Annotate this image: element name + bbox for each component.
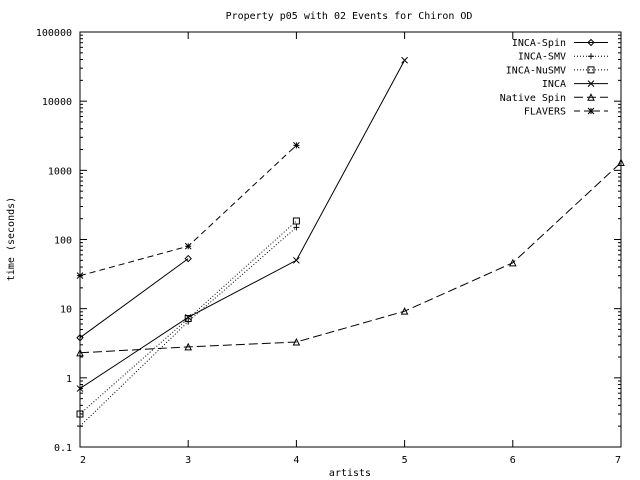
series-native-spin xyxy=(76,158,625,357)
x-tick-label: 2 xyxy=(80,455,86,466)
series-line-inca-spin xyxy=(79,258,189,339)
data-point-inca-nusmv xyxy=(292,217,300,225)
legend-label: INCA-SMV xyxy=(518,52,566,63)
series-inca xyxy=(76,56,408,392)
y-tick-label: 1000 xyxy=(48,166,72,177)
series-line-inca-nusmv xyxy=(79,220,297,415)
data-point-native-spin xyxy=(184,342,193,351)
y-tick-label: 0.1 xyxy=(54,443,72,454)
legend-marker-inca-spin xyxy=(587,38,595,47)
legend-entry-native-spin: Native Spin xyxy=(500,93,608,104)
data-point-flavers xyxy=(293,141,300,149)
data-point-inca-spin xyxy=(76,334,84,342)
legend: INCA-Spin INCA-SMV INCA-NuSMV INCA Native Sp… xyxy=(500,38,608,118)
chart-title: Property p05 with 02 Events for Chiron O… xyxy=(226,11,473,22)
legend-entry-flavers: FLAVERS xyxy=(524,107,608,118)
series-line-inca-smv xyxy=(79,226,297,427)
axis-ticks: 0.1 1 10 100 1000 10000 100000 2 3 4 5 6 7 xyxy=(36,28,622,466)
data-point-native-spin xyxy=(400,307,409,315)
y-axis-label: time (seconds) xyxy=(6,197,17,281)
y-tick-label: 10 xyxy=(60,305,72,316)
data-point-inca xyxy=(184,313,192,321)
legend-entry-inca-smv: INCA-SMV xyxy=(518,52,608,63)
series-line-native-spin xyxy=(79,162,622,354)
data-point-inca xyxy=(401,56,408,64)
x-axis-label: artists xyxy=(329,468,371,479)
data-point-inca-nusmv xyxy=(76,410,84,418)
x-tick-label: 3 xyxy=(185,455,191,466)
legend-marker-inca-smv xyxy=(588,53,594,60)
x-tick-label: 4 xyxy=(293,455,299,466)
legend-marker-native-spin xyxy=(587,93,595,101)
legend-label: INCA xyxy=(542,79,566,90)
y-tick-label: 10000 xyxy=(42,97,72,108)
data-point-inca-spin xyxy=(184,254,192,263)
x-tick-label: 5 xyxy=(402,455,408,466)
data-point-inca xyxy=(293,256,300,264)
data-point-native-spin xyxy=(292,337,301,346)
data-point-native-spin xyxy=(508,258,517,267)
legend-marker-inca-nusmv xyxy=(587,66,595,74)
legend-entry-inca: INCA xyxy=(542,79,608,90)
series-inca-spin xyxy=(76,254,192,342)
x-tick-label: 7 xyxy=(615,455,621,466)
data-point-inca-smv xyxy=(293,224,300,231)
legend-label: FLAVERS xyxy=(524,107,566,118)
legend-marker-flavers xyxy=(587,107,595,115)
series-line-inca xyxy=(79,60,406,389)
y-tick-label: 1 xyxy=(66,374,72,385)
legend-label: Native Spin xyxy=(500,93,566,104)
data-point-flavers xyxy=(76,272,84,280)
x-tick-label: 6 xyxy=(510,455,516,466)
legend-entry-inca-nusmv: INCA-NuSMV xyxy=(506,65,608,76)
data-point-native-spin xyxy=(76,348,84,357)
legend-label: INCA-NuSMV xyxy=(506,65,566,76)
legend-marker-inca xyxy=(587,80,595,87)
data-point-native-spin xyxy=(617,158,625,166)
data-point-flavers xyxy=(184,242,192,250)
series-flavers xyxy=(76,141,300,280)
y-tick-label: 100 xyxy=(54,236,72,247)
legend-label: INCA-Spin xyxy=(512,38,566,49)
legend-entry-inca-spin: INCA-Spin xyxy=(512,38,608,49)
data-point-inca-smv xyxy=(77,423,83,430)
series-group xyxy=(76,56,625,430)
data-point-inca xyxy=(76,385,84,392)
y-tick-label: 100000 xyxy=(36,28,72,39)
